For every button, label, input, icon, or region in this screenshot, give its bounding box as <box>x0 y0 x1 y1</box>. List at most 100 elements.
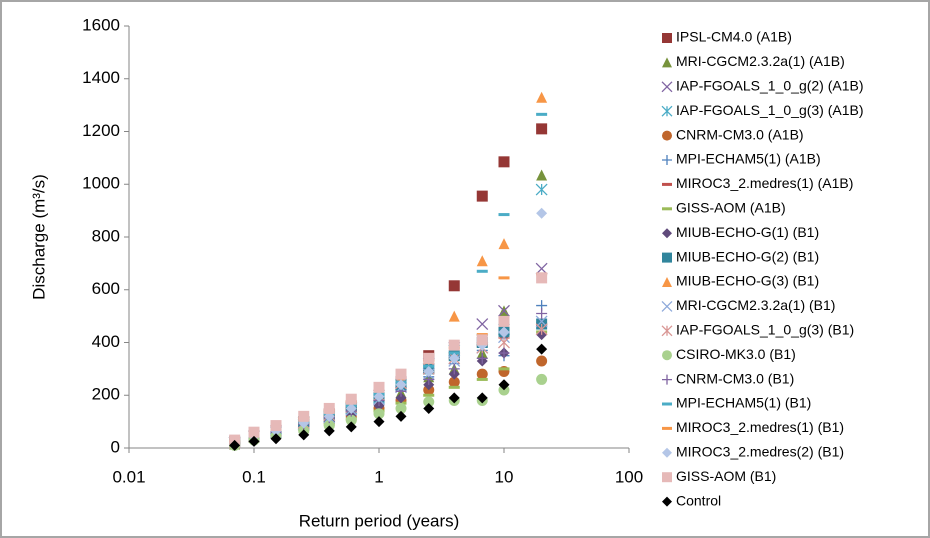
marker <box>448 385 460 389</box>
legend-label: MIROC3_2.medres(1) (A1B) <box>676 175 853 191</box>
legend-label: CNRM-CM3.0 (A1B) <box>676 126 804 142</box>
marker <box>476 334 488 346</box>
legend-label: IPSL-CM4.0 (A1B) <box>676 29 792 45</box>
legend-marker <box>662 228 672 239</box>
legend-marker <box>662 426 672 430</box>
marker <box>423 352 435 364</box>
legend-label: GISS-AOM (B1) <box>676 468 776 484</box>
y-axis-label: Discharge (m³/s) <box>29 174 48 300</box>
legend-label: IAP-FGOALS_1_0_g(3) (A1B) <box>676 102 864 118</box>
marker <box>535 262 548 275</box>
legend-marker <box>662 252 672 263</box>
marker <box>323 402 335 414</box>
marker <box>476 377 488 381</box>
y-tick-label: 1400 <box>82 68 120 87</box>
marker <box>270 420 282 432</box>
marker <box>448 352 460 364</box>
marker <box>270 433 282 445</box>
x-tick-label: 0.01 <box>112 467 145 486</box>
marker <box>476 352 488 364</box>
marker <box>448 280 460 292</box>
x-axis-label: Return period (years) <box>299 511 460 530</box>
legend-label: MPI-ECHAM5(1) (A1B) <box>676 151 821 167</box>
legend-label: Control <box>676 492 721 508</box>
marker <box>498 276 510 280</box>
legend-label: MIROC3_2.medres(2) (B1) <box>676 444 844 460</box>
marker <box>498 336 510 349</box>
marker <box>345 393 357 405</box>
marker <box>498 304 510 317</box>
marker <box>498 156 510 168</box>
marker <box>423 366 435 378</box>
legend-marker <box>662 374 672 385</box>
marker <box>248 435 260 447</box>
marker <box>229 439 241 451</box>
y-tick-label: 1000 <box>82 174 120 193</box>
marker <box>423 402 435 414</box>
marker <box>448 339 460 351</box>
legend-marker <box>662 182 672 186</box>
marker <box>395 392 407 404</box>
marker <box>395 402 407 414</box>
legend-marker <box>662 130 672 141</box>
marker <box>498 367 510 371</box>
marker <box>536 343 548 355</box>
marker <box>536 207 548 219</box>
marker <box>373 381 385 393</box>
marker <box>498 379 510 391</box>
marker <box>536 123 548 135</box>
legend-label: GISS-AOM (A1B) <box>676 200 786 216</box>
marker <box>536 272 548 284</box>
legend-marker <box>662 447 672 458</box>
marker <box>323 425 335 437</box>
marker <box>395 410 407 422</box>
legend-label: MIUB-ECHO-G(2) (B1) <box>676 248 819 264</box>
marker <box>476 255 488 267</box>
legend-marker <box>662 277 672 287</box>
x-tick-label: 1 <box>374 467 383 486</box>
x-tick-label: 0.1 <box>242 467 266 486</box>
marker <box>536 355 548 367</box>
legend-marker <box>662 402 672 406</box>
marker <box>373 408 385 420</box>
marker <box>448 392 460 404</box>
legend-label: MRI-CGCM2.3.2a(1) (A1B) <box>676 53 845 69</box>
legend-marker <box>661 300 673 312</box>
marker <box>498 347 510 359</box>
legend-marker <box>662 350 672 361</box>
y-tick-label: 800 <box>92 226 120 245</box>
y-tick-label: 200 <box>92 385 120 404</box>
marker <box>476 392 488 404</box>
legend-label: IAP-FGOALS_1_0_g(2) (A1B) <box>676 78 864 94</box>
marker <box>536 373 548 385</box>
marker <box>345 421 357 433</box>
marker <box>498 326 510 338</box>
marker <box>248 426 260 438</box>
marker <box>535 183 548 196</box>
marker <box>448 363 460 375</box>
marker <box>373 391 385 403</box>
legend-label: MPI-ECHAM5(1) (B1) <box>676 395 811 411</box>
legend-marker <box>661 81 673 93</box>
marker <box>498 238 510 250</box>
legend-label: MIUB-ECHO-G(1) (B1) <box>676 224 819 240</box>
marker <box>448 310 460 322</box>
marker <box>536 169 548 181</box>
legend-marker <box>662 496 672 507</box>
legend-marker <box>661 325 673 337</box>
marker <box>536 307 548 319</box>
legend-marker <box>662 155 672 165</box>
legend-marker <box>662 207 672 211</box>
marker <box>535 323 548 336</box>
y-tick-label: 600 <box>92 279 120 298</box>
marker <box>476 368 488 380</box>
y-tick-label: 1200 <box>82 121 120 140</box>
marker <box>345 402 357 414</box>
marker <box>395 379 407 391</box>
marker <box>476 318 489 330</box>
marker <box>476 269 488 273</box>
x-tick-label: 100 <box>615 467 643 486</box>
y-tick-label: 400 <box>92 332 120 351</box>
marker <box>298 410 310 422</box>
